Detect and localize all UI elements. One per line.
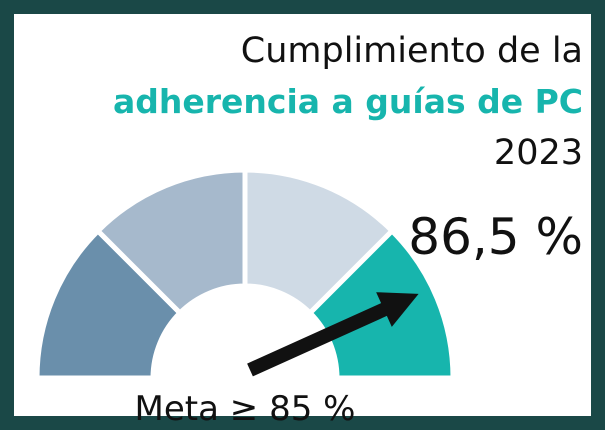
gauge <box>34 167 456 381</box>
title: Cumplimiento de la <box>241 31 583 71</box>
target-annotation: Meta ≥ 85 % <box>135 389 356 429</box>
subtitle: adherencia a guías de PC <box>113 82 583 121</box>
year: 2023 <box>494 133 583 173</box>
value-label: 86,5 % <box>408 208 583 266</box>
gauge-needle <box>247 292 419 377</box>
